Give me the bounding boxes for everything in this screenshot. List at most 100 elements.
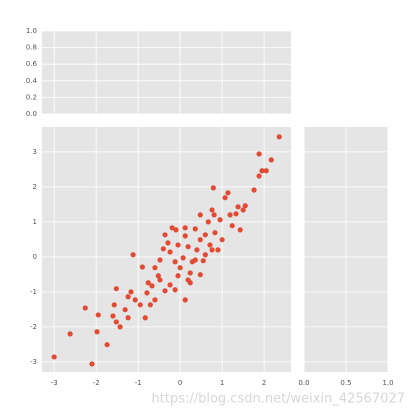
point: [235, 204, 241, 210]
point: [155, 273, 161, 279]
point: [172, 287, 178, 293]
y-tick-label: 1.0: [26, 27, 37, 35]
x-tick-label: 0.0: [298, 379, 309, 387]
point: [200, 258, 206, 264]
point: [205, 219, 211, 225]
watermark: https://blog.csdn.net/weixin_42567027: [151, 392, 405, 407]
x-tick-label: 1.0: [382, 379, 393, 387]
point: [142, 315, 148, 321]
point: [172, 259, 178, 265]
point: [177, 265, 183, 271]
point: [207, 242, 213, 248]
point: [128, 289, 134, 295]
point: [211, 212, 217, 218]
point: [192, 226, 198, 232]
point: [194, 247, 200, 253]
y-tick-label: 0.4: [26, 77, 38, 85]
y-tick-label: -3: [30, 358, 37, 366]
point: [219, 237, 225, 243]
point: [147, 302, 153, 308]
point: [182, 297, 188, 303]
point: [132, 297, 138, 303]
point: [259, 168, 265, 174]
point: [167, 249, 173, 255]
point: [152, 297, 158, 303]
point: [162, 232, 168, 238]
y-tick-label: 3: [33, 148, 37, 156]
y-tick-label: 0.6: [26, 60, 38, 68]
point: [165, 240, 171, 246]
point: [67, 331, 73, 337]
point: [82, 305, 88, 311]
point: [256, 173, 262, 179]
point: [180, 255, 186, 261]
point: [242, 203, 248, 209]
plot-background: [42, 127, 291, 372]
y-tick-label: 0.2: [26, 93, 37, 101]
point: [139, 264, 145, 270]
point: [117, 324, 123, 330]
point: [240, 207, 246, 213]
point: [215, 247, 221, 253]
point: [197, 272, 203, 278]
point: [187, 270, 193, 276]
point: [229, 223, 235, 229]
x-tick-label: -2: [93, 379, 100, 387]
point: [175, 273, 181, 279]
point: [157, 257, 163, 263]
point: [233, 211, 239, 217]
point: [251, 187, 257, 193]
point: [237, 227, 243, 233]
point: [175, 242, 181, 248]
point: [197, 237, 203, 243]
point: [182, 233, 188, 239]
point: [192, 257, 198, 263]
point: [217, 217, 223, 223]
point: [263, 168, 269, 174]
point: [152, 265, 158, 271]
point: [94, 329, 100, 335]
x-tick-label: -3: [51, 379, 58, 387]
point: [197, 212, 203, 218]
point: [202, 232, 208, 238]
point: [212, 230, 218, 236]
point: [173, 227, 179, 233]
axes: 0.0 0.5 1.0: [298, 127, 394, 387]
point: [169, 225, 175, 231]
x-tick-label: 2: [262, 379, 266, 387]
point: [113, 286, 119, 292]
x-tick-label: -1: [135, 379, 142, 387]
point: [125, 294, 131, 300]
point: [89, 361, 95, 367]
point: [182, 225, 188, 231]
axes: 0.0 0.2 0.4 0.6 0.8 1.0: [26, 27, 291, 118]
point: [185, 244, 191, 250]
point: [209, 247, 215, 253]
point: [209, 207, 215, 213]
y-tick-label: 2: [33, 183, 37, 191]
y-tick-label: 1: [33, 218, 37, 226]
point: [111, 302, 117, 308]
point: [125, 315, 131, 321]
point: [157, 277, 163, 283]
point: [104, 342, 110, 348]
point: [95, 312, 101, 318]
point: [187, 280, 193, 286]
y-tick-label: 0: [33, 253, 37, 261]
point: [144, 290, 150, 296]
point: [51, 354, 57, 360]
point: [276, 134, 282, 140]
x-tick-label: 0.5: [340, 379, 351, 387]
point: [145, 280, 151, 286]
point: [160, 246, 166, 252]
point: [162, 288, 168, 294]
axes: -3 -2 -1 0 1 2 -3 -2 -1 0 1 2 3: [30, 127, 291, 387]
point: [167, 282, 173, 288]
point: [225, 190, 231, 196]
point: [222, 195, 228, 201]
point: [227, 212, 233, 218]
plot-background: [42, 31, 291, 114]
point: [256, 151, 262, 157]
point: [202, 252, 208, 258]
